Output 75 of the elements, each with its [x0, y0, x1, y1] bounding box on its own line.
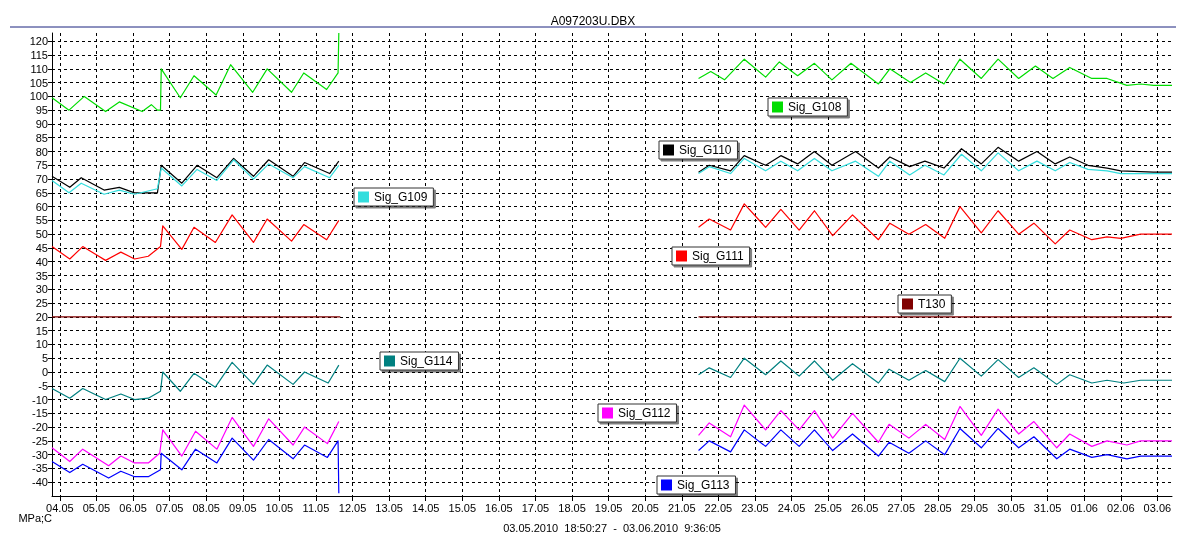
y-tick-label: 20 — [35, 310, 48, 323]
legend-label: Sig_G110 — [679, 143, 732, 157]
legend-label: Sig_G113 — [677, 478, 730, 492]
x-tick-label: 17.05 — [521, 501, 550, 514]
x-tick-label: 28.05 — [924, 501, 952, 514]
x-tick-label: 10.05 — [265, 501, 294, 514]
x-tick-label: 06.05 — [119, 501, 147, 514]
y-tick-label: 35 — [35, 269, 48, 282]
x-tick-label: 24.05 — [777, 501, 806, 514]
x-tick-label: 26.05 — [850, 501, 879, 514]
y-tick-label: 30 — [35, 283, 48, 296]
x-tick-label: 03.06 — [1143, 501, 1172, 514]
x-tick-label: 02.06 — [1107, 501, 1135, 514]
y-tick-label: -20 — [32, 421, 48, 434]
x-tick-label: 30.05 — [997, 501, 1025, 514]
y-tick-label: -15 — [32, 407, 48, 420]
y-tick-label: 80 — [35, 145, 48, 158]
y-tick-label: 25 — [35, 297, 48, 310]
y-tick-label: -25 — [32, 434, 48, 447]
legend-label: Sig_G111 — [692, 249, 744, 263]
x-tick-label: 13.05 — [375, 501, 403, 514]
y-tick-label: 15 — [35, 324, 48, 337]
chart-title: A097203U.DBX — [550, 14, 636, 28]
y-tick-label: 5 — [41, 352, 48, 365]
y-axis-title: MPa;C — [18, 512, 53, 525]
y-tick-label: -5 — [38, 379, 48, 392]
x-tick-label: 19.05 — [594, 501, 623, 514]
x-axis-title: 03.05.2010 18:50:27 - 03.06.2010 9:36:05 — [503, 521, 721, 534]
x-tick-label: 16.05 — [485, 501, 513, 514]
y-tick-label: 40 — [35, 255, 48, 268]
x-tick-label: 21.05 — [668, 501, 696, 514]
x-tick-label: 31.05 — [1033, 501, 1062, 514]
y-tick-label: 85 — [35, 131, 48, 144]
x-tick-label: 09.05 — [229, 501, 257, 514]
x-tick-label: 05.05 — [82, 501, 111, 514]
x-tick-label: 14.05 — [411, 501, 440, 514]
y-tick-label: 90 — [35, 117, 48, 130]
y-tick-label: 110 — [30, 62, 48, 75]
y-tick-label: 50 — [35, 228, 48, 241]
y-tick-label: 65 — [35, 186, 48, 199]
y-tick-label: 105 — [29, 76, 48, 89]
y-tick-label: -30 — [32, 448, 48, 461]
x-tick-label: 11.05 — [302, 501, 330, 514]
y-tick-label: 60 — [35, 200, 48, 213]
y-tick-label: 75 — [35, 159, 48, 172]
x-tick-label: 23.05 — [741, 501, 769, 514]
x-tick-label: 18.05 — [558, 501, 586, 514]
x-tick-label: 08.05 — [192, 501, 220, 514]
y-tick-label: -40 — [32, 476, 48, 489]
y-tick-label: 115 — [30, 49, 48, 62]
y-tick-label: 95 — [35, 104, 48, 117]
x-tick-label: 12.05 — [338, 501, 367, 514]
y-tick-label: 120 — [29, 35, 48, 48]
y-tick-label: -35 — [32, 462, 48, 475]
y-tick-label: 0 — [41, 365, 48, 378]
x-tick-label: 04.05 — [46, 501, 74, 514]
x-tick-label: 25.05 — [814, 501, 842, 514]
legend-label: Sig_G108 — [788, 100, 842, 114]
x-tick-label: 27.05 — [887, 501, 916, 514]
y-tick-label: 10 — [35, 338, 48, 351]
x-tick-label: 29.05 — [960, 501, 989, 514]
y-tick-label: 55 — [35, 214, 48, 227]
legend-label: Sig_G112 — [618, 406, 671, 420]
y-tick-label: -10 — [32, 393, 48, 406]
x-tick-label: 15.05 — [448, 501, 477, 514]
legend-label: Sig_G114 — [400, 354, 453, 368]
legend-label: Sig_G109 — [374, 190, 428, 204]
x-tick-label: 01.06 — [1070, 501, 1098, 514]
x-tick-label: 22.05 — [704, 501, 733, 514]
y-tick-label: 45 — [35, 241, 48, 254]
y-tick-label: 100 — [29, 90, 48, 103]
x-tick-label: 07.05 — [155, 501, 184, 514]
x-tick-label: 20.05 — [631, 501, 659, 514]
y-tick-label: 70 — [35, 173, 48, 186]
legend-label: T130 — [918, 297, 946, 311]
